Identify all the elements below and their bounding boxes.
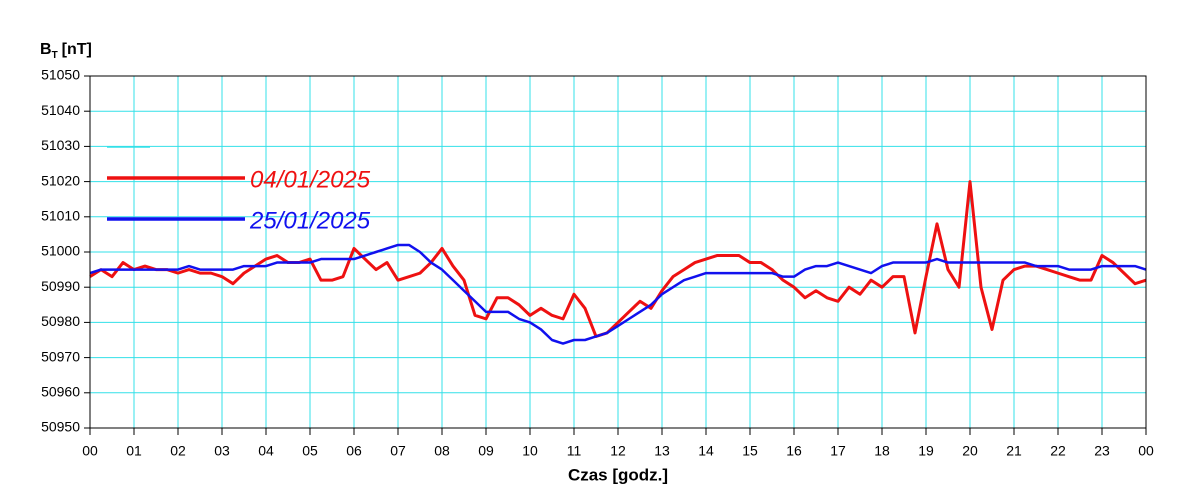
x-tick-label: 15 — [742, 443, 758, 459]
y-axis-label: BT [nT] — [40, 41, 92, 60]
y-label-main: B — [40, 41, 52, 58]
y-tick-label: 50980 — [41, 313, 80, 329]
x-tick-label: 23 — [1094, 443, 1110, 459]
y-tick-label: 51040 — [41, 102, 80, 118]
x-tick-label: 01 — [126, 443, 142, 459]
y-tick-label: 51050 — [41, 67, 80, 83]
x-tick-label: 21 — [1006, 443, 1022, 459]
series-line — [89, 180, 1147, 338]
x-tick-label: 04 — [258, 443, 274, 459]
y-tick-label: 51030 — [41, 137, 80, 153]
x-tick-label: 09 — [478, 443, 494, 459]
legend-label: 04/01/2025 — [250, 166, 371, 193]
x-axis-label: Czas [godz.] — [568, 465, 668, 484]
x-tick-label: 05 — [302, 443, 318, 459]
x-tick-label: 06 — [346, 443, 362, 459]
lines — [89, 180, 1147, 345]
x-tick-label: 20 — [962, 443, 978, 459]
legend-label: 25/01/2025 — [249, 207, 371, 234]
x-tick-label: 19 — [918, 443, 934, 459]
y-tick-label: 50970 — [41, 348, 80, 364]
x-tick-label: 02 — [170, 443, 186, 459]
x-tick-label: 12 — [610, 443, 626, 459]
y-label-unit: [nT] — [62, 41, 92, 58]
x-tick-label: 17 — [830, 443, 846, 459]
y-tick-label: 51020 — [41, 172, 80, 188]
series-line — [89, 243, 1147, 345]
x-tick-label: 14 — [698, 443, 714, 459]
y-tick-label: 51010 — [41, 208, 80, 224]
x-tick-label: 22 — [1050, 443, 1066, 459]
x-tick-label: 00 — [1138, 443, 1154, 459]
y-tick-label: 50960 — [41, 384, 80, 400]
y-tick-label: 51000 — [41, 243, 80, 259]
x-tick-label: 16 — [786, 443, 802, 459]
x-tick-label: 13 — [654, 443, 670, 459]
y-label-sub: T — [52, 50, 58, 61]
x-tick-label: 18 — [874, 443, 890, 459]
x-tick-label: 07 — [390, 443, 406, 459]
y-tick-label: 50990 — [41, 278, 80, 294]
x-tick-label: 00 — [82, 443, 98, 459]
x-tick-label: 08 — [434, 443, 450, 459]
x-tick-label: 11 — [567, 443, 582, 459]
x-tick-label: 10 — [522, 443, 538, 459]
x-tick-label: 03 — [214, 443, 230, 459]
y-tick-label: 50950 — [41, 419, 80, 435]
